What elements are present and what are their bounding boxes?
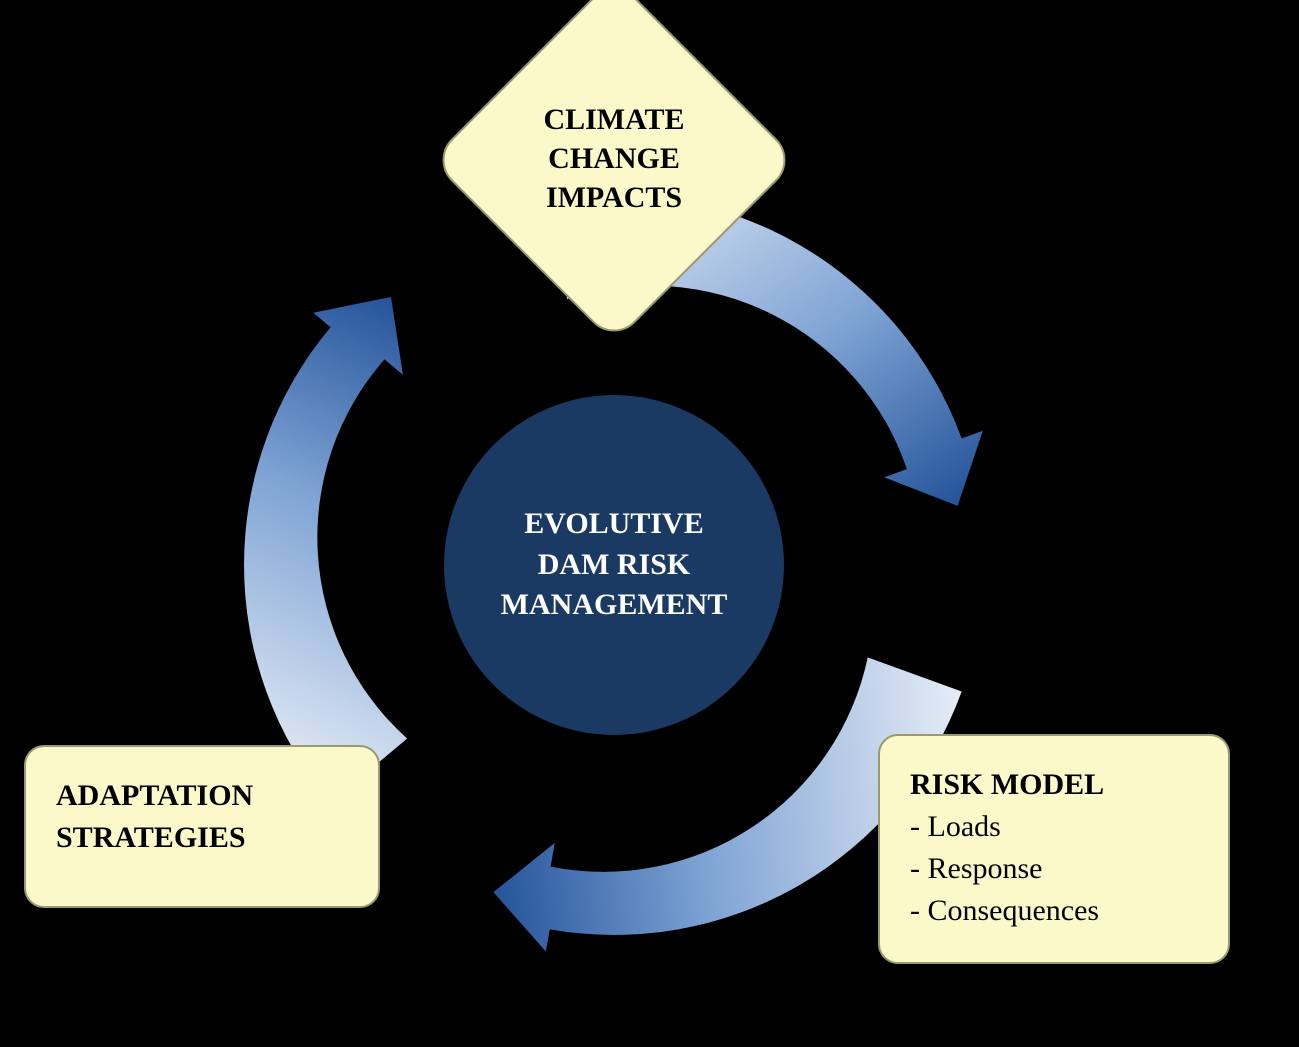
node-climate-change-impacts-label: CLIMATECHANGEIMPACTS <box>484 100 744 217</box>
risk-model-items: - Loads- Response- Consequences <box>910 806 1198 932</box>
node-adaptation-strategies: ADAPTATIONSTRATEGIES <box>24 745 380 908</box>
center-label: EVOLUTIVEDAM RISKMANAGEMENT <box>501 504 728 626</box>
risk-model-title: RISK MODEL <box>910 764 1198 806</box>
node-risk-model: RISK MODEL - Loads- Response- Consequenc… <box>878 734 1230 964</box>
center-node: EVOLUTIVEDAM RISKMANAGEMENT <box>444 395 784 735</box>
risk-model-item: - Consequences <box>910 890 1198 932</box>
risk-model-item: - Response <box>910 848 1198 890</box>
adaptation-strategies-title: ADAPTATIONSTRATEGIES <box>56 775 348 859</box>
diagram-stage: EVOLUTIVEDAM RISKMANAGEMENT CLIMATECHANG… <box>0 0 1299 1047</box>
risk-model-item: - Loads <box>910 806 1198 848</box>
